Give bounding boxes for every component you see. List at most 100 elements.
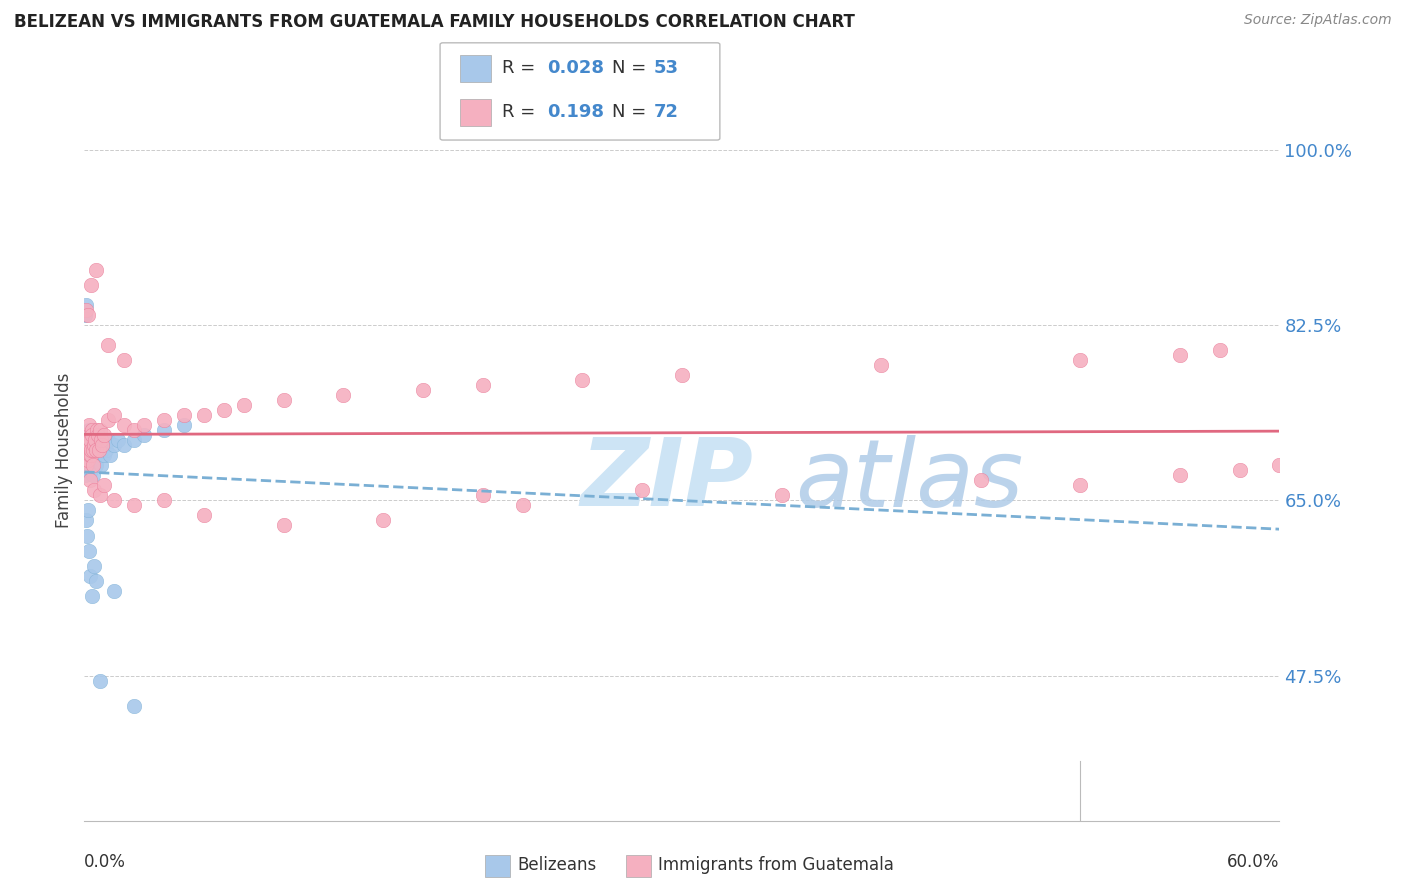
Point: [86, 449, 108, 463]
Point: [75, 514, 97, 528]
Point: [132, 418, 156, 433]
Point: [75, 303, 97, 318]
Point: [76, 438, 98, 452]
Point: [173, 409, 195, 423]
Point: [75, 443, 97, 458]
Point: [79, 474, 101, 488]
Text: Belizeans: Belizeans: [517, 856, 596, 874]
Text: BELIZEAN VS IMMIGRANTS FROM GUATEMALA FAMILY HOUSEHOLDS CORRELATION CHART: BELIZEAN VS IMMIGRANTS FROM GUATEMALA FA…: [14, 13, 855, 31]
Point: [83, 483, 105, 498]
Point: [97, 413, 120, 427]
Point: [122, 424, 145, 438]
Point: [79, 438, 101, 452]
Point: [89, 424, 111, 438]
Point: [93, 428, 115, 442]
Point: [332, 388, 354, 402]
Point: [83, 443, 105, 458]
Point: [80, 434, 103, 448]
Text: 0.198: 0.198: [547, 103, 605, 121]
Point: [75, 458, 97, 473]
Point: [79, 543, 101, 558]
Text: 60.0%: 60.0%: [1227, 853, 1279, 871]
Point: [77, 453, 100, 467]
Point: [77, 503, 100, 517]
Point: [103, 493, 125, 508]
Point: [173, 418, 195, 433]
Text: R =: R =: [502, 103, 541, 121]
Point: [98, 449, 121, 463]
Point: [770, 488, 793, 502]
Point: [103, 438, 125, 452]
Point: [471, 488, 494, 502]
Point: [77, 438, 100, 452]
Text: Source: ZipAtlas.com: Source: ZipAtlas.com: [1244, 13, 1392, 28]
Point: [79, 449, 101, 463]
Point: [1268, 458, 1291, 473]
Point: [970, 474, 993, 488]
Point: [82, 428, 104, 442]
Point: [76, 528, 98, 542]
Point: [83, 453, 105, 467]
Point: [89, 443, 111, 458]
Point: [84, 434, 107, 448]
Point: [83, 428, 105, 442]
Point: [77, 434, 100, 448]
Point: [103, 409, 125, 423]
Point: [77, 309, 100, 323]
Point: [91, 443, 114, 458]
Point: [82, 443, 104, 458]
Point: [75, 463, 97, 477]
Point: [90, 458, 112, 473]
Point: [112, 438, 135, 452]
Point: [80, 449, 103, 463]
Point: [80, 278, 103, 293]
Point: [80, 443, 103, 458]
Text: 53: 53: [654, 59, 679, 77]
Point: [80, 424, 103, 438]
Point: [77, 458, 100, 473]
Text: atlas: atlas: [796, 434, 1024, 525]
Point: [132, 428, 156, 442]
Point: [79, 434, 101, 448]
Point: [83, 558, 105, 573]
Point: [87, 434, 110, 448]
Text: Immigrants from Guatemala: Immigrants from Guatemala: [658, 856, 894, 874]
Point: [77, 418, 100, 433]
Point: [80, 463, 103, 477]
Point: [82, 458, 104, 473]
Point: [93, 478, 115, 492]
Point: [79, 434, 101, 448]
Point: [89, 449, 111, 463]
Point: [1209, 343, 1232, 358]
Point: [1069, 353, 1091, 368]
Point: [82, 468, 104, 483]
Point: [512, 499, 534, 513]
Point: [273, 393, 295, 408]
Point: [153, 493, 176, 508]
Point: [90, 434, 112, 448]
Point: [87, 428, 110, 442]
Point: [193, 508, 215, 523]
Point: [84, 443, 107, 458]
Point: [97, 434, 120, 448]
Point: [76, 428, 98, 442]
Point: [83, 438, 105, 452]
Text: 0.028: 0.028: [547, 59, 605, 77]
Point: [631, 483, 654, 498]
Point: [86, 263, 108, 277]
Text: 0.0%: 0.0%: [84, 853, 127, 871]
Text: N =: N =: [612, 103, 651, 121]
Point: [77, 424, 100, 438]
Point: [79, 568, 101, 582]
Point: [86, 424, 108, 438]
Text: N =: N =: [612, 59, 651, 77]
Point: [97, 338, 120, 352]
Point: [193, 409, 215, 423]
Point: [1168, 348, 1191, 362]
Point: [122, 698, 145, 713]
Point: [571, 373, 593, 387]
Point: [76, 449, 98, 463]
Point: [112, 418, 135, 433]
Point: [93, 449, 115, 463]
Point: [212, 403, 235, 417]
